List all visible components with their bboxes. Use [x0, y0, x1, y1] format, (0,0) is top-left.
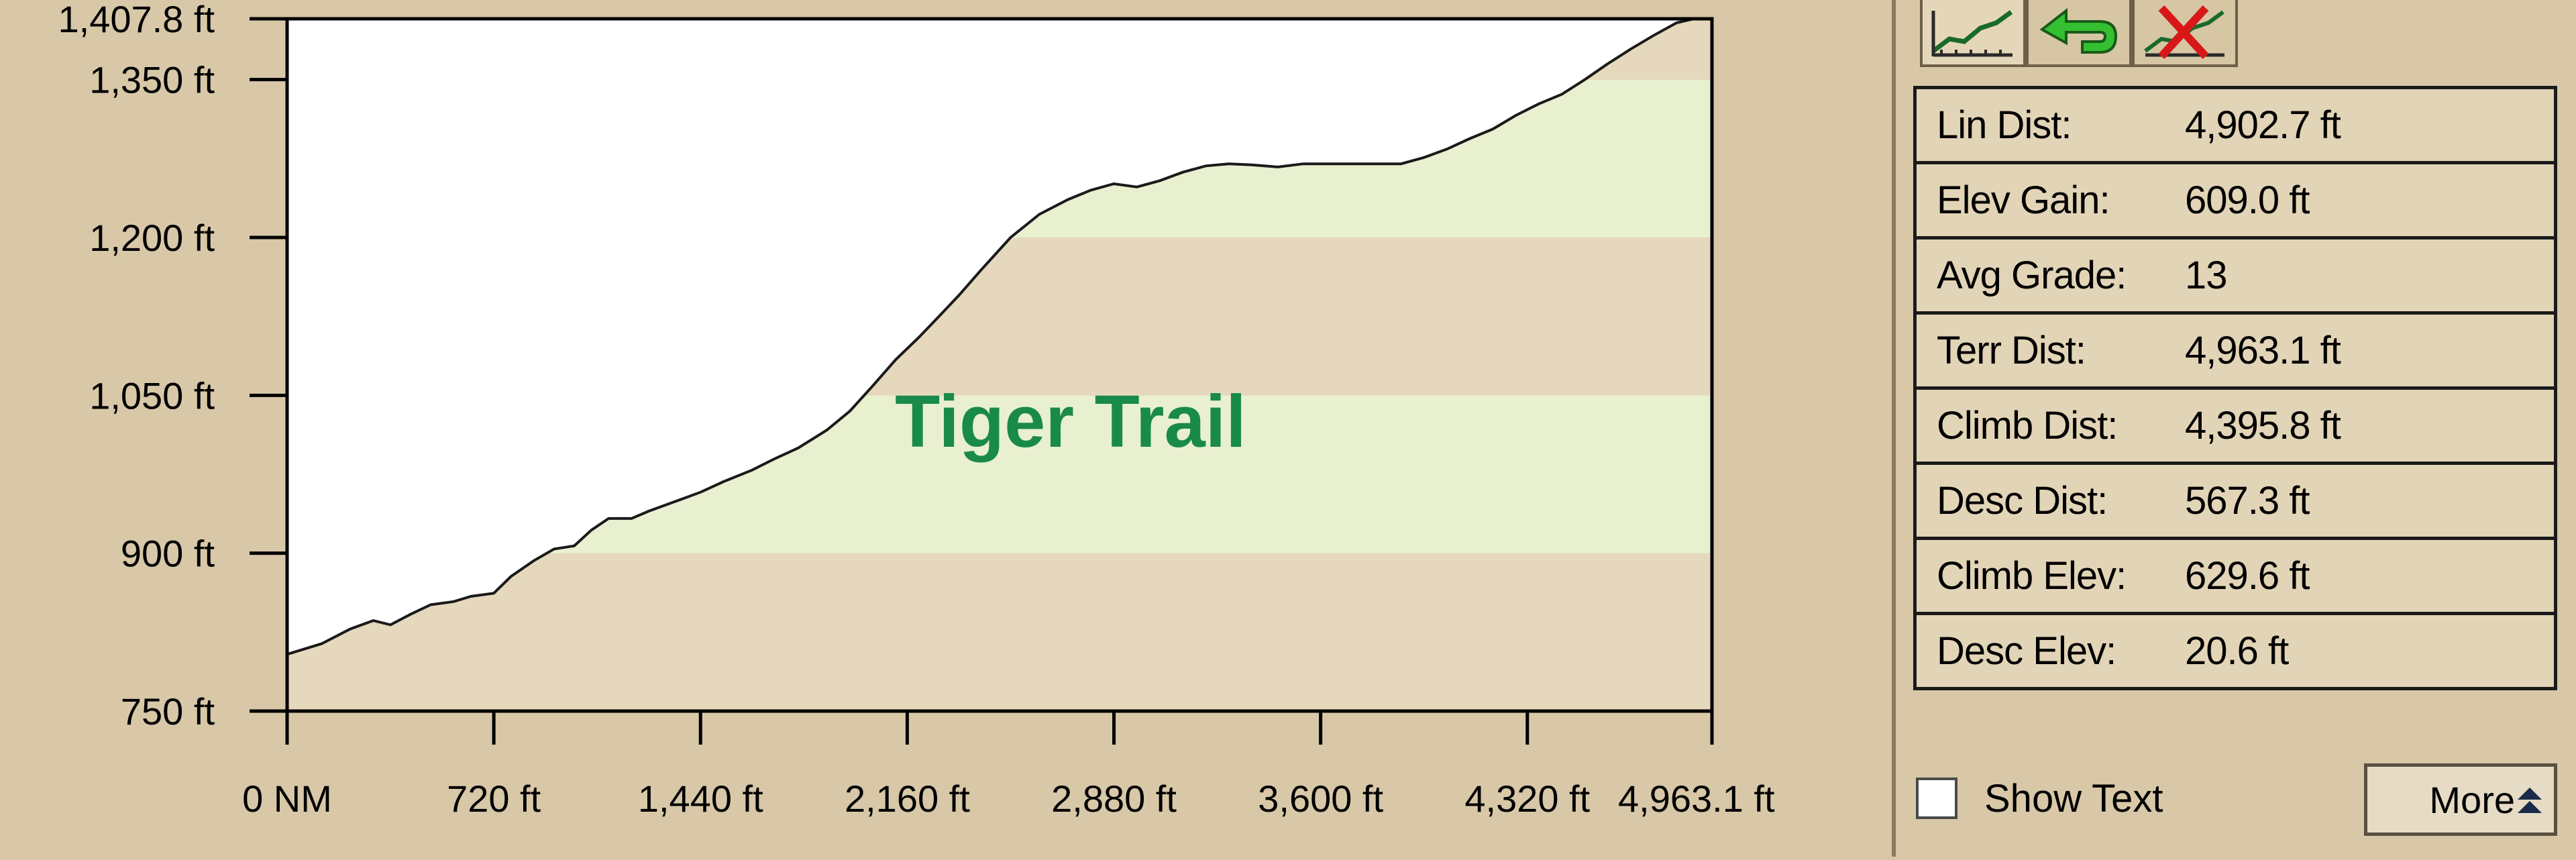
y-tick-label: 750 ft	[121, 690, 215, 733]
delete-profile-button[interactable]	[2132, 0, 2238, 67]
chevron-up-icon	[2518, 788, 2542, 813]
back-button[interactable]	[2026, 0, 2132, 67]
elevation-profile-chart: 750 ft 900 ft 1,050 ft 1,200 ft 1,350 ft 1,40…	[58, 0, 1775, 820]
stat-value: 13	[2185, 254, 2228, 297]
stat-label: Desc Dist:	[1937, 479, 2108, 523]
delete-profile-icon	[2144, 5, 2224, 60]
back-arrow-icon	[2039, 7, 2118, 54]
plot-frame	[285, 17, 1714, 713]
stat-cell: Climb Elev: 629.6 ft	[1913, 537, 2557, 615]
stat-label: Lin Dist:	[1937, 103, 2072, 147]
stat-label: Avg Grade:	[1937, 254, 2127, 297]
show-text-label: Show Text	[1984, 776, 2163, 820]
stat-value: 4,902.7 ft	[2185, 103, 2341, 147]
x-axis: 0 NM 720 ft 1,440 ft 2,160 ft 2,880 ft 3,600 …	[242, 711, 1775, 820]
x-tick-label: 0 NM	[242, 777, 332, 820]
y-tick-label: 1,350 ft	[89, 59, 215, 101]
y-tick-label: 900 ft	[121, 533, 215, 575]
stat-row: Climb Elev: 629.6 ft	[1913, 537, 2557, 615]
stat-label: Desc Elev:	[1937, 629, 2116, 673]
show-text-checkbox[interactable]	[1916, 777, 1957, 819]
y-tick-label: 1,200 ft	[89, 217, 215, 259]
stats-table: Lin Dist: 4,902.7 ft Elev Gain: 609.0 ft Avg…	[1913, 86, 2557, 690]
stat-row: Desc Elev: 20.6 ft	[1913, 612, 2557, 690]
y-tick-label: 1,050 ft	[89, 374, 215, 417]
stat-row: Elev Gain: 609.0 ft	[1913, 161, 2557, 239]
x-tick-label: 2,160 ft	[845, 777, 970, 820]
more-button-label: More	[2429, 778, 2515, 821]
profile-view-icon	[1931, 10, 2013, 57]
more-button[interactable]: More	[2364, 763, 2557, 836]
x-tick-label: 3,600 ft	[1258, 777, 1383, 820]
stat-value: 629.6 ft	[2185, 554, 2310, 598]
stat-label: Elev Gain:	[1937, 178, 2110, 222]
stat-row: Lin Dist: 4,902.7 ft	[1913, 86, 2557, 164]
stat-row: Avg Grade: 13	[1913, 236, 2557, 315]
profile-view-button[interactable]	[1920, 0, 2026, 67]
profile-upper-fill	[287, 19, 1712, 655]
profile-line	[286, 17, 1712, 656]
stat-cell: Terr Dist: 4,963.1 ft	[1913, 311, 2557, 390]
stat-cell: Avg Grade: 13	[1913, 236, 2557, 315]
stat-cell: Desc Dist: 567.3 ft	[1913, 462, 2557, 540]
stat-label: Terr Dist:	[1937, 329, 2086, 372]
stats-panel	[1892, 0, 2576, 857]
y-tick-label: 1,407.8 ft	[58, 0, 215, 40]
x-tick-label: 4,320 ft	[1464, 777, 1590, 820]
stat-cell: Elev Gain: 609.0 ft	[1913, 161, 2557, 239]
show-text-row[interactable]: Show Text	[1916, 771, 2163, 825]
chart-svg: 750 ft 900 ft 1,050 ft 1,200 ft 1,350 ft 1,40…	[58, 0, 1775, 820]
x-tick-label: 2,880 ft	[1051, 777, 1177, 820]
x-tick-label: 4,963.1 ft	[1618, 777, 1775, 820]
stat-row: Climb Dist: 4,395.8 ft	[1913, 386, 2557, 465]
stat-value: 4,963.1 ft	[2185, 329, 2341, 372]
stat-value: 20.6 ft	[2185, 629, 2289, 673]
chart-title: Tiger Trail	[895, 380, 1246, 463]
stat-label: Climb Dist:	[1937, 404, 2118, 447]
stat-value: 4,395.8 ft	[2185, 404, 2341, 447]
stat-row: Desc Dist: 567.3 ft	[1913, 462, 2557, 540]
y-axis: 750 ft 900 ft 1,050 ft 1,200 ft 1,350 ft 1,40…	[58, 0, 287, 733]
x-tick-label: 1,440 ft	[638, 777, 763, 820]
stat-value: 567.3 ft	[2185, 479, 2310, 523]
stat-row: Terr Dist: 4,963.1 ft	[1913, 311, 2557, 390]
stat-cell: Desc Elev: 20.6 ft	[1913, 612, 2557, 690]
stat-value: 609.0 ft	[2185, 178, 2310, 222]
stat-label: Climb Elev:	[1937, 554, 2127, 598]
x-tick-label: 720 ft	[447, 777, 541, 820]
stat-cell: Climb Dist: 4,395.8 ft	[1913, 386, 2557, 465]
elevation-band	[287, 553, 1712, 711]
stat-cell: Lin Dist: 4,902.7 ft	[1913, 86, 2557, 164]
